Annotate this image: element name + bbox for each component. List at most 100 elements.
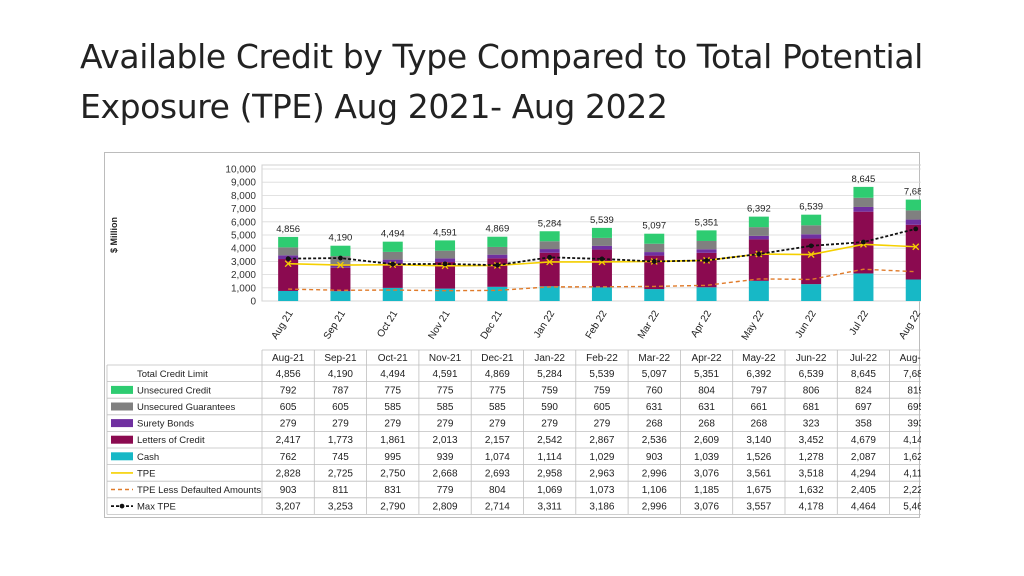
- table-column-header: Jun-22: [796, 353, 827, 364]
- table-row-label: Surety Bonds: [137, 419, 194, 430]
- table-cell: 4,856: [276, 369, 301, 380]
- table-cell: 2,867: [589, 435, 614, 446]
- bar-segment-letters-of-credit: [539, 252, 560, 287]
- table-cell: 661: [751, 402, 768, 413]
- bar-segment-unsecured-guarantees: [539, 241, 560, 250]
- table-cell: 4,178: [799, 502, 824, 513]
- table-row-label: Unsecured Credit: [137, 385, 211, 396]
- bar-total-label: 4,856: [276, 224, 300, 235]
- table-cell: 1,069: [537, 485, 562, 496]
- bar-segment-surety-bonds: [853, 206, 874, 212]
- legend-marker: [119, 503, 125, 509]
- table-cell: 585: [384, 402, 401, 413]
- x-category-label: Mar 22: [636, 308, 662, 341]
- bar-segment-surety-bonds: [382, 259, 403, 264]
- bar-segment-surety-bonds: [801, 234, 822, 239]
- bar-segment-cash: [539, 286, 560, 301]
- bar-segment-letters-of-credit: [278, 259, 299, 291]
- chart-svg: 10,000 9,000 8,000 7,000 6,000 5,000 4,000 3,00…: [106, 164, 921, 515]
- bar-total-label: 6,539: [799, 202, 823, 213]
- table-cell: 1,629: [903, 452, 921, 463]
- table-cell: 759: [594, 385, 611, 396]
- bar-segment-cash: [435, 288, 456, 301]
- table-cell: 939: [437, 452, 454, 463]
- bar-segment-letters-of-credit: [435, 262, 456, 289]
- table-column-header: Oct-21: [378, 353, 408, 364]
- table-cell: 8,645: [851, 369, 876, 380]
- bar-segment-unsecured-credit: [853, 186, 874, 198]
- table-cell: 585: [489, 402, 506, 413]
- bar-segment-unsecured-guarantees: [748, 227, 769, 236]
- table-cell: 2,221: [903, 485, 921, 496]
- table-cell: 279: [280, 419, 297, 430]
- table-cell: 2,405: [851, 485, 876, 496]
- legend-swatch: [111, 385, 133, 394]
- table-cell: 5,539: [589, 369, 614, 380]
- plot-area: [261, 164, 921, 302]
- max-tpe-marker: [756, 251, 762, 257]
- bar-segment-unsecured-guarantees: [278, 247, 299, 256]
- table-cell: 268: [646, 419, 663, 430]
- tpe-marker: [284, 260, 292, 268]
- table-cell: 5,284: [537, 369, 562, 380]
- table-cell: 2,750: [380, 468, 405, 479]
- table-cell: 806: [803, 385, 820, 396]
- bar-total-label: 4,494: [381, 229, 405, 240]
- slide-title: Available Credit by Type Compared to Tot…: [80, 37, 923, 126]
- bar-segment-surety-bonds: [644, 252, 665, 256]
- table-row-label: Max TPE: [137, 502, 176, 513]
- table-column-header: Sep-21: [324, 353, 357, 364]
- bar-total-label: 7,682: [904, 187, 921, 198]
- table-cell: 631: [646, 402, 663, 413]
- table-cell: 279: [489, 419, 506, 430]
- table-cell: 2,536: [642, 435, 667, 446]
- bar-segment-unsecured-guarantees: [853, 197, 874, 207]
- bar-segment-cash: [278, 290, 299, 301]
- bar-segment-surety-bonds: [539, 249, 560, 253]
- bar-segment-surety-bonds: [487, 254, 508, 259]
- table-row-label: TPE Less Defaulted Amounts: [137, 485, 261, 496]
- x-category-label: Nov 21: [426, 308, 452, 341]
- max-tpe-marker: [338, 255, 343, 261]
- max-tpe-marker: [547, 254, 553, 260]
- bar-segment-unsecured-guarantees: [435, 250, 456, 259]
- table-cell: 2,417: [276, 435, 301, 446]
- max-tpe-marker: [390, 261, 396, 267]
- table-column-header: Aug-22: [900, 353, 921, 364]
- table-cell: 681: [803, 402, 820, 413]
- table-cell: 6,392: [746, 369, 771, 380]
- tpe-marker: [912, 243, 920, 251]
- x-category-label: Dec 21: [479, 308, 505, 341]
- table-column-header: Jul-22: [850, 353, 878, 364]
- table-cell: 1,185: [694, 485, 719, 496]
- table-cell: 1,526: [746, 452, 771, 463]
- legend-swatch: [111, 435, 133, 444]
- table-column-header: May-22: [742, 353, 776, 364]
- x-category-label: Jul 22: [848, 308, 872, 337]
- table-cell: 759: [541, 385, 558, 396]
- bar-segment-surety-bonds: [748, 235, 769, 240]
- table-cell: 3,140: [746, 435, 771, 446]
- bar-segment-cash: [330, 291, 351, 301]
- bar-segment-unsecured-credit: [382, 241, 403, 252]
- bar-segment-unsecured-credit: [539, 231, 560, 242]
- table-cell: 358: [855, 419, 872, 430]
- table-cell: 605: [594, 402, 611, 413]
- table-column-header: Jan-22: [534, 353, 565, 364]
- table-cell: 792: [280, 385, 297, 396]
- table-cell: 5,351: [694, 369, 719, 380]
- max-tpe-marker: [861, 239, 866, 245]
- bar-segment-surety-bonds: [435, 258, 456, 263]
- bar-segment-letters-of-credit: [905, 224, 921, 280]
- table-cell: 3,518: [799, 468, 824, 479]
- table-column-header: Aug-21: [272, 353, 305, 364]
- y-tick-label: 10,000: [225, 165, 256, 176]
- table-cell: 4,869: [485, 369, 510, 380]
- table-cell: 2,714: [485, 502, 510, 513]
- legend-swatch: [111, 419, 133, 428]
- table-cell: 393: [907, 419, 921, 430]
- table-cell: 819: [907, 385, 921, 396]
- bar-segment-unsecured-credit: [435, 240, 456, 251]
- table-cell: 3,186: [589, 502, 614, 513]
- bar-segment-unsecured-credit: [748, 216, 769, 228]
